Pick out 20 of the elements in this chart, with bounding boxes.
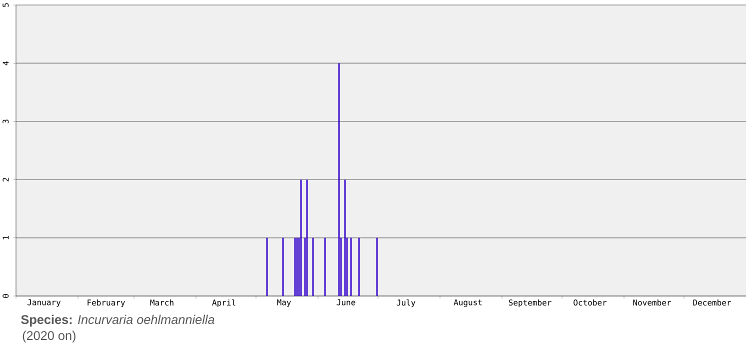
x-tick-label: September <box>508 299 552 308</box>
x-tick-label: December <box>693 299 731 306</box>
text: (2020 on) <box>22 330 76 343</box>
x-tick-label: May <box>277 299 291 307</box>
x-tick-label: June <box>336 299 356 306</box>
x-tick-label: November <box>633 299 671 306</box>
x-tick-label: February <box>88 299 125 308</box>
y-tick-label: 5 <box>2 3 9 7</box>
x-tick-label: March <box>150 299 174 306</box>
x-tick-label: July <box>396 299 416 308</box>
x-tick-label: October <box>574 299 607 306</box>
x-tick-label: August <box>454 299 482 307</box>
text: Species: Incurvaria oehlmanniella <box>21 314 214 327</box>
y-tick-label: 3 <box>2 120 9 124</box>
y-tick-label: 0 <box>2 294 9 298</box>
x-tick-label: January <box>28 299 61 307</box>
y-tick-label: 2 <box>2 178 9 182</box>
y-tick-label: 1 <box>2 236 9 240</box>
x-tick-label: April <box>212 299 236 308</box>
y-tick-label: 4 <box>2 61 9 66</box>
